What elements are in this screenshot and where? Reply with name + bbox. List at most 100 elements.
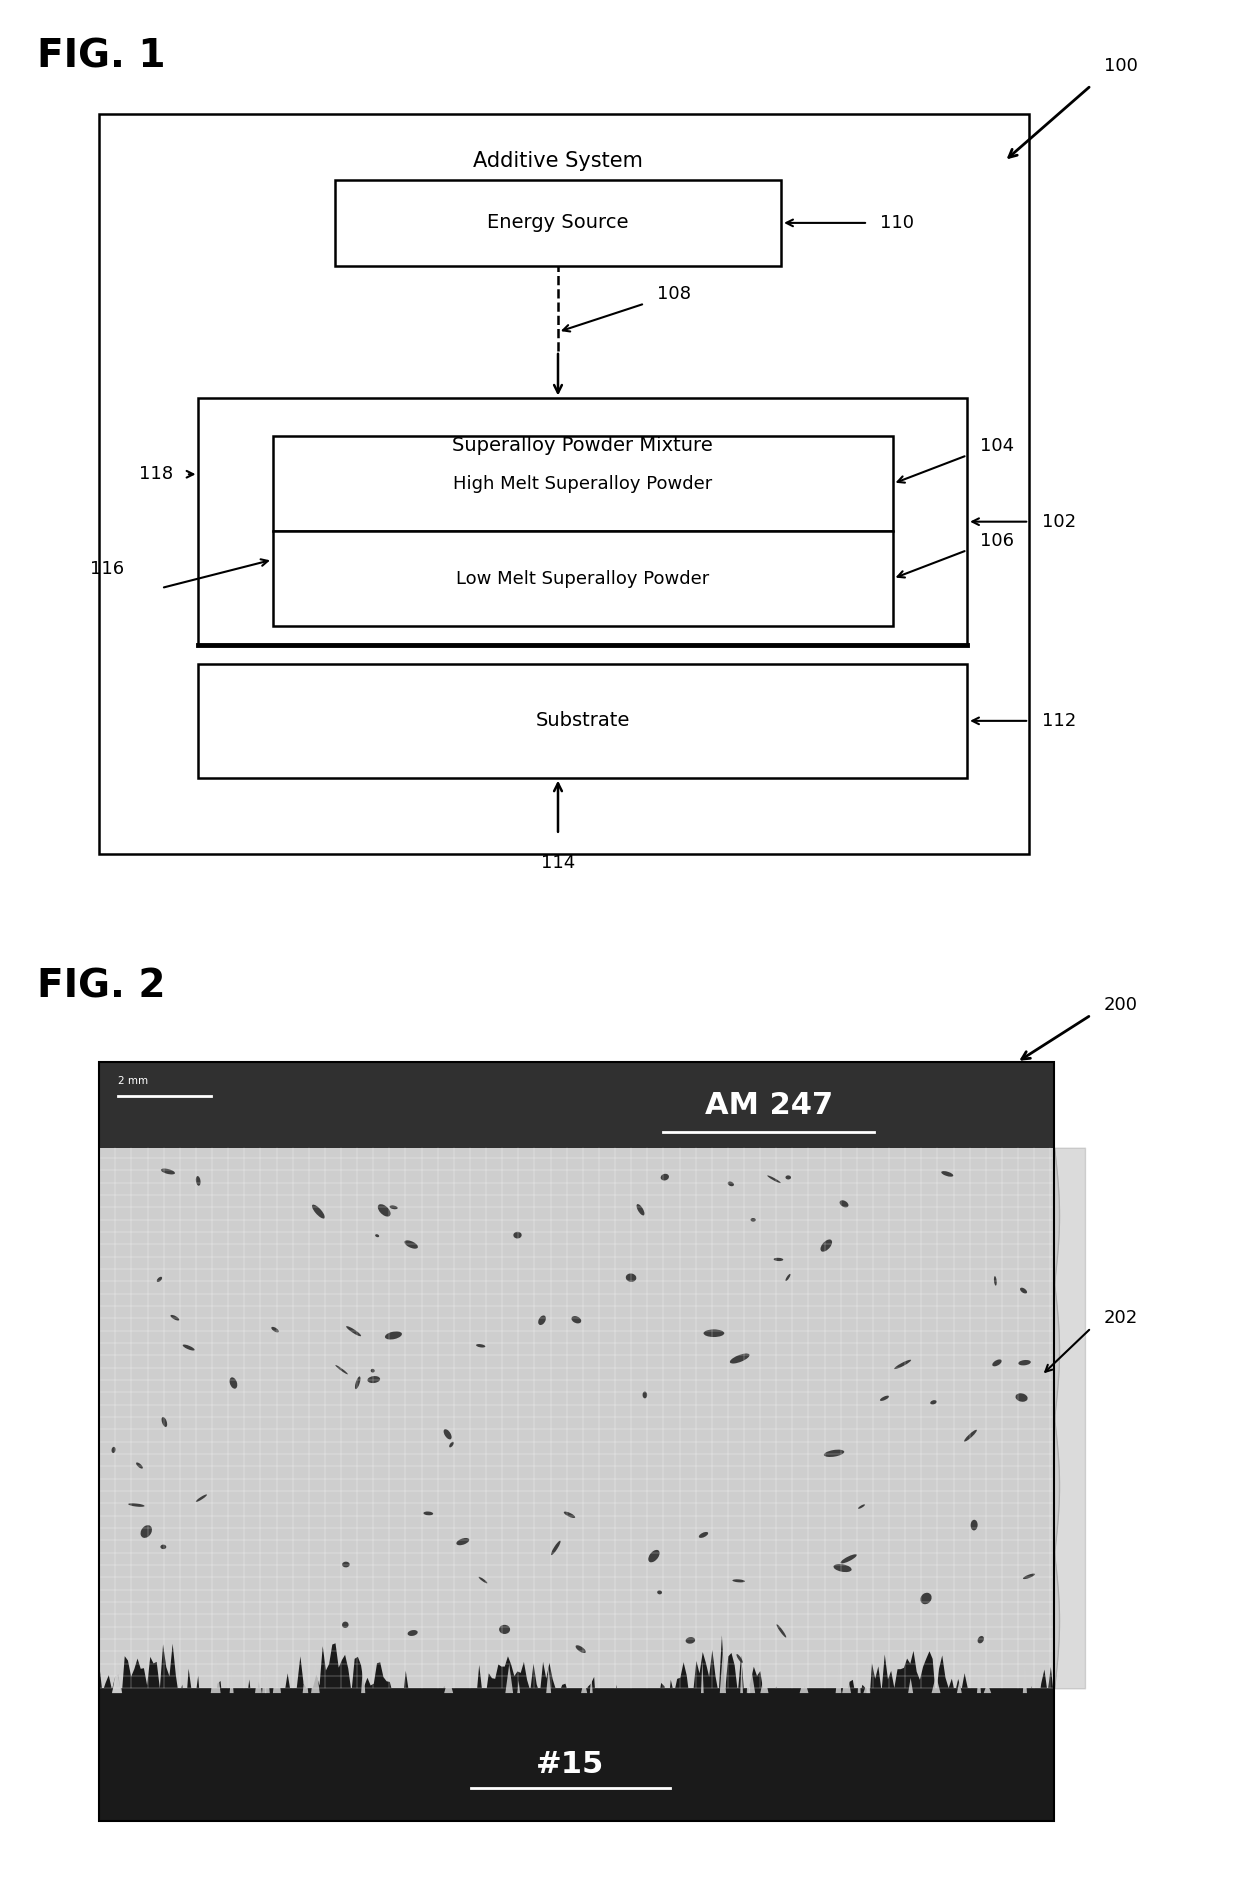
Ellipse shape [498, 1626, 510, 1633]
Polygon shape [719, 1650, 727, 1692]
Ellipse shape [823, 1449, 844, 1457]
Ellipse shape [894, 1360, 911, 1370]
FancyBboxPatch shape [335, 180, 781, 266]
Ellipse shape [161, 1169, 175, 1174]
Ellipse shape [833, 1563, 852, 1573]
Text: 104: 104 [980, 436, 1014, 455]
Bar [99, 1148, 1054, 1688]
Polygon shape [444, 1677, 453, 1692]
Ellipse shape [642, 1392, 647, 1398]
Text: High Melt Superalloy Powder: High Melt Superalloy Powder [453, 474, 713, 493]
Ellipse shape [476, 1345, 485, 1347]
Ellipse shape [941, 1170, 954, 1176]
Polygon shape [546, 1667, 551, 1692]
Ellipse shape [1021, 1288, 1027, 1294]
Ellipse shape [384, 1332, 402, 1339]
Ellipse shape [977, 1635, 983, 1643]
Ellipse shape [342, 1561, 350, 1567]
Ellipse shape [992, 1360, 1002, 1366]
Ellipse shape [1018, 1360, 1030, 1366]
Ellipse shape [564, 1512, 575, 1518]
Polygon shape [836, 1664, 842, 1692]
Ellipse shape [768, 1176, 781, 1184]
Bar [99, 1062, 1054, 1148]
Ellipse shape [963, 1430, 977, 1442]
Polygon shape [740, 1658, 743, 1692]
Ellipse shape [920, 1593, 931, 1605]
Ellipse shape [272, 1326, 279, 1332]
Polygon shape [977, 1669, 981, 1692]
Polygon shape [211, 1652, 221, 1692]
FancyBboxPatch shape [99, 114, 1029, 854]
Polygon shape [746, 1656, 750, 1692]
Ellipse shape [575, 1645, 585, 1652]
Polygon shape [361, 1660, 366, 1692]
Text: Additive System: Additive System [474, 152, 642, 171]
Text: 118: 118 [139, 465, 174, 484]
Ellipse shape [1023, 1575, 1035, 1578]
Polygon shape [800, 1677, 808, 1692]
Ellipse shape [160, 1544, 166, 1550]
Ellipse shape [657, 1590, 662, 1593]
Text: AM 247: AM 247 [704, 1091, 833, 1119]
Ellipse shape [346, 1326, 361, 1335]
Ellipse shape [371, 1370, 374, 1373]
Ellipse shape [140, 1525, 153, 1538]
Text: 114: 114 [541, 854, 575, 871]
Ellipse shape [841, 1554, 857, 1563]
Ellipse shape [737, 1654, 743, 1664]
Ellipse shape [971, 1519, 977, 1531]
Ellipse shape [355, 1377, 361, 1389]
Ellipse shape [785, 1275, 790, 1280]
Ellipse shape [538, 1315, 546, 1324]
Polygon shape [311, 1660, 320, 1692]
Text: #15: #15 [536, 1749, 605, 1779]
Ellipse shape [649, 1550, 660, 1563]
Polygon shape [1023, 1660, 1027, 1692]
Ellipse shape [404, 1241, 418, 1248]
Text: 116: 116 [89, 560, 124, 579]
Polygon shape [273, 1654, 281, 1692]
Text: 110: 110 [880, 214, 914, 231]
Polygon shape [517, 1681, 520, 1692]
Text: 2 mm: 2 mm [118, 1076, 148, 1085]
Bar [99, 1062, 1054, 1821]
Ellipse shape [456, 1538, 469, 1546]
Text: Substrate: Substrate [536, 711, 630, 730]
Ellipse shape [1016, 1392, 1028, 1402]
Ellipse shape [196, 1495, 207, 1502]
Ellipse shape [572, 1317, 582, 1324]
Polygon shape [760, 1673, 769, 1692]
Polygon shape [957, 1681, 962, 1692]
Ellipse shape [880, 1396, 889, 1400]
Text: 106: 106 [980, 531, 1013, 550]
Ellipse shape [730, 1354, 749, 1364]
FancyBboxPatch shape [273, 531, 893, 626]
Ellipse shape [636, 1205, 645, 1216]
Ellipse shape [408, 1630, 418, 1635]
Ellipse shape [378, 1205, 391, 1216]
Polygon shape [867, 1658, 870, 1692]
Ellipse shape [776, 1624, 786, 1637]
Ellipse shape [112, 1447, 115, 1453]
Ellipse shape [728, 1182, 734, 1186]
Text: 112: 112 [1042, 711, 1076, 730]
Ellipse shape [423, 1512, 433, 1516]
Ellipse shape [733, 1580, 745, 1582]
Text: FIG. 2: FIG. 2 [37, 967, 166, 1005]
Polygon shape [931, 1675, 940, 1692]
Ellipse shape [785, 1176, 791, 1180]
Ellipse shape [551, 1540, 560, 1556]
Polygon shape [701, 1660, 703, 1692]
Polygon shape [506, 1664, 513, 1692]
Ellipse shape [367, 1375, 381, 1383]
Ellipse shape [626, 1273, 636, 1282]
Polygon shape [112, 1671, 122, 1692]
FancyBboxPatch shape [198, 398, 967, 645]
Ellipse shape [699, 1533, 708, 1538]
Ellipse shape [994, 1277, 997, 1286]
FancyBboxPatch shape [198, 664, 967, 778]
Ellipse shape [342, 1622, 348, 1628]
Polygon shape [842, 1669, 851, 1692]
Text: Low Melt Superalloy Powder: Low Melt Superalloy Powder [456, 569, 709, 588]
